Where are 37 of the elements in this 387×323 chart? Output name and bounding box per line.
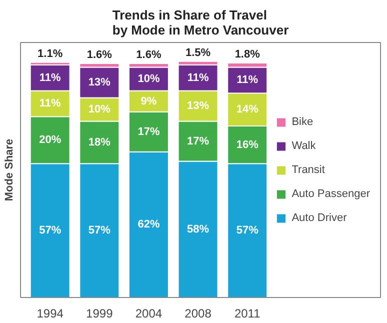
x-tick-label: 1999 — [86, 306, 114, 320]
data-label: 1.6% — [136, 48, 162, 61]
data-label: 11% — [39, 98, 62, 110]
legend-label: Bike — [292, 116, 314, 128]
data-label: 13% — [88, 76, 111, 89]
x-tick-label: 2011 — [234, 306, 261, 320]
data-label: 11% — [236, 74, 258, 86]
data-label: 1.6% — [86, 48, 112, 61]
data-label: 10% — [138, 73, 160, 86]
data-label: 11% — [39, 72, 62, 84]
legend-label: Auto Passenger — [292, 188, 370, 200]
data-label: 16% — [236, 138, 259, 151]
x-tick-label: 2004 — [135, 306, 162, 320]
data-label: 1.1% — [38, 48, 63, 60]
data-label: 57% — [88, 224, 111, 237]
data-label: 10% — [88, 104, 111, 116]
data-label: 62% — [138, 218, 160, 231]
data-label: 13% — [187, 100, 210, 112]
data-label: 57% — [236, 224, 259, 237]
data-label: 1.5% — [186, 46, 211, 59]
chart-title: Trends in Share of Travel by Mode in Metro Vancouver — [112, 8, 289, 38]
data-label: 57% — [39, 224, 62, 237]
data-label: 11% — [187, 72, 209, 84]
legend-label: Walk — [292, 140, 317, 152]
x-tick-label: 1994 — [36, 306, 64, 320]
data-label: 20% — [39, 134, 62, 146]
data-label: 1.8% — [234, 48, 260, 60]
data-label: 58% — [187, 223, 210, 236]
data-label: 9% — [140, 95, 157, 108]
x-tick-label: 2008 — [184, 306, 212, 320]
data-label: 18% — [88, 136, 111, 148]
y-axis-title: Mode Share — [4, 138, 16, 202]
legend-label: Auto Driver — [292, 212, 348, 224]
data-label: 17% — [187, 135, 210, 148]
data-label: 14% — [236, 104, 259, 116]
legend-label: Transit — [292, 164, 326, 176]
data-label: 17% — [138, 126, 160, 138]
